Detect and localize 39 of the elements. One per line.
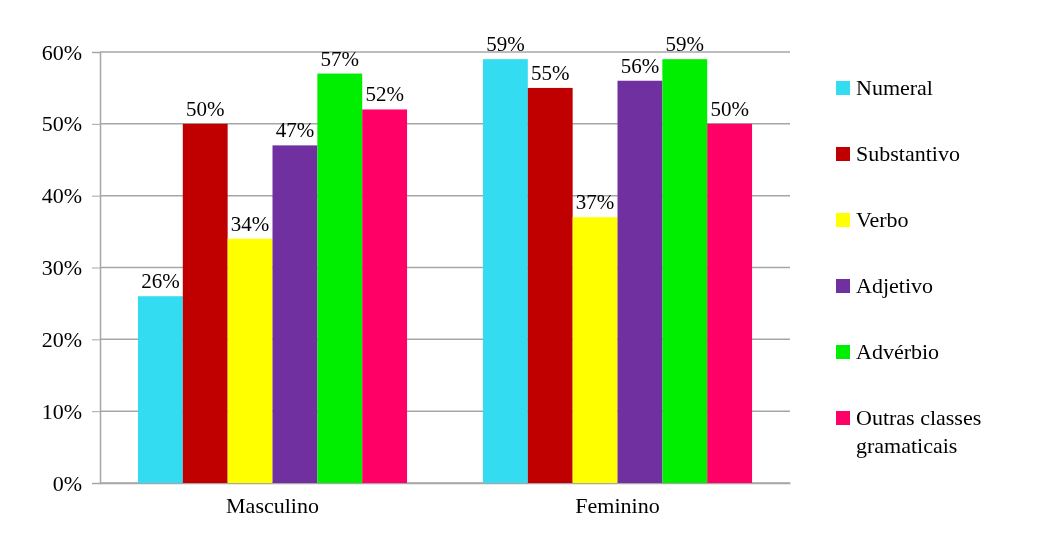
legend-label: Verbo	[856, 207, 909, 232]
bar	[137, 296, 183, 483]
data-label: 50%	[710, 96, 749, 121]
data-label: 55%	[530, 60, 570, 85]
x-tick-label: Masculino	[226, 492, 319, 518]
bar	[572, 217, 618, 483]
data-label: 57%	[320, 46, 360, 71]
bar	[617, 80, 663, 483]
bar	[227, 238, 273, 483]
bar	[707, 123, 753, 483]
bar	[527, 87, 573, 483]
legend-label: Numeral	[856, 75, 933, 100]
y-tick-label: 40%	[41, 183, 82, 209]
data-label: 59%	[486, 32, 525, 57]
data-label: 47%	[275, 118, 315, 143]
bar	[272, 145, 318, 483]
data-label: 26%	[141, 269, 180, 294]
data-label: 59%	[665, 32, 705, 57]
legend-label: Outras classes gramaticais	[856, 405, 982, 458]
legend-label: Substantivo	[856, 141, 960, 166]
legend-label: Advérbio	[856, 339, 940, 364]
bar	[662, 59, 708, 483]
data-label: 56%	[620, 53, 660, 78]
x-tick-label: Feminino	[575, 492, 660, 518]
bar	[362, 109, 408, 483]
y-tick-label: 20%	[41, 326, 82, 352]
y-tick-label: 60%	[41, 39, 82, 65]
data-label: 34%	[230, 211, 270, 236]
bar	[317, 73, 363, 483]
y-tick-label: 0%	[52, 470, 82, 496]
bar	[182, 123, 228, 483]
y-tick-label: 10%	[41, 398, 82, 424]
y-tick-label: 30%	[41, 255, 82, 281]
legend-label: Adjetivo	[856, 273, 933, 298]
y-tick-label: 50%	[41, 111, 82, 137]
data-label: 50%	[185, 96, 225, 121]
data-label: 37%	[575, 190, 615, 215]
bar	[482, 59, 528, 483]
data-label: 52%	[365, 82, 404, 107]
